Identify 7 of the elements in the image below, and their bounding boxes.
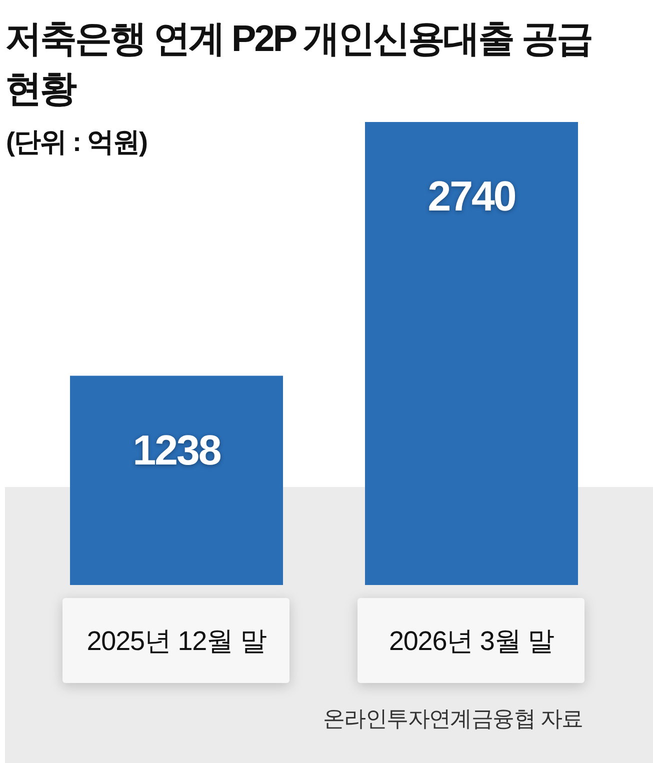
chart-subtitle: (단위 : 억원) — [6, 126, 147, 159]
x-tick-label: 2025년 12월 말 — [86, 626, 267, 656]
text: 온라인투자연계금융협 자료 — [323, 705, 583, 733]
chart-title: 저축은행 연계 P2P 개인신용대출 공급 현황 — [5, 17, 592, 111]
x-tick-label: 2026년 3월 말 — [388, 626, 555, 656]
data-label: 1238 — [132, 426, 222, 474]
data-label: 2740 — [428, 172, 516, 220]
